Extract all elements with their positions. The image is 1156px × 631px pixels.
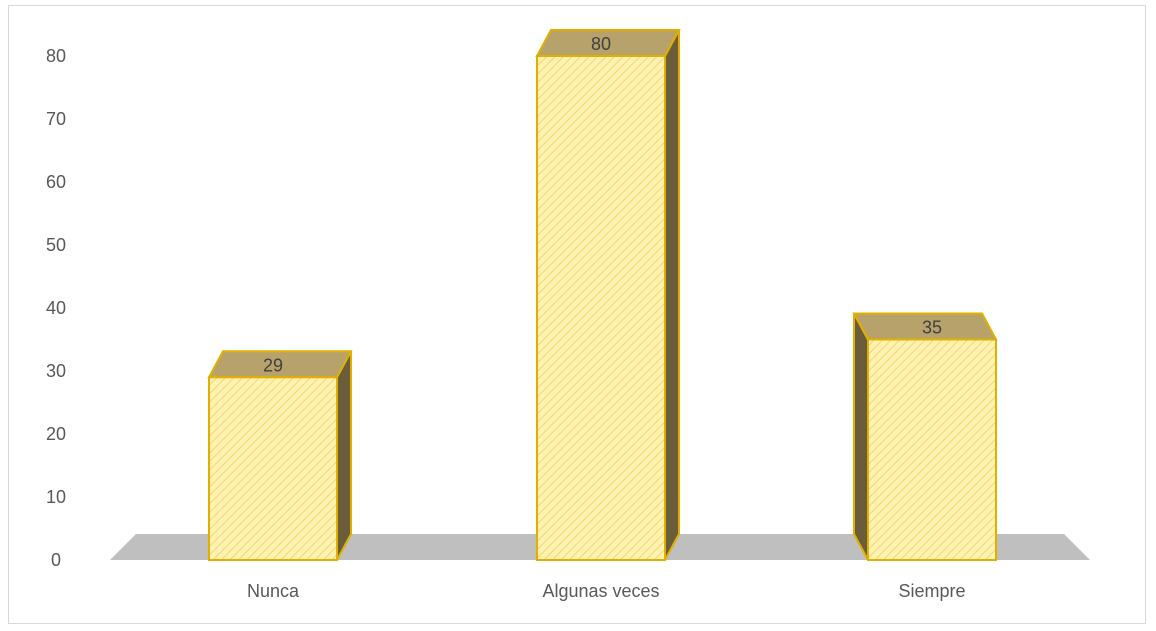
bar-side-face [664, 29, 680, 561]
y-tick-label: 50 [46, 235, 66, 255]
bar-side-face [336, 350, 352, 561]
bar-siempre: 35 [852, 312, 998, 561]
y-tick-label: 40 [46, 298, 66, 318]
bar-front-face [536, 55, 666, 561]
data-label: 29 [263, 355, 283, 375]
x-tick-label: Nunca [247, 581, 300, 601]
y-tick-label: 60 [46, 172, 66, 192]
data-label: 80 [591, 34, 611, 54]
y-tick-label: 20 [46, 424, 66, 444]
bar-algunas-veces: 80 [535, 29, 681, 561]
y-tick-label: 30 [46, 361, 66, 381]
bar-front-face [867, 338, 997, 561]
y-tick-label: 0 [51, 550, 61, 570]
y-axis-ticks: 0 10 20 30 40 50 60 70 80 [46, 46, 66, 570]
y-tick-label: 80 [46, 46, 66, 66]
data-label: 35 [922, 318, 942, 338]
bars: 29 80 35 [207, 29, 998, 561]
x-tick-label: Algunas veces [542, 581, 659, 601]
bar-side-face [853, 313, 869, 561]
x-axis-labels: Nunca Algunas veces Siempre [247, 581, 966, 601]
bar-nunca: 29 [207, 350, 353, 561]
y-tick-label: 10 [46, 487, 66, 507]
x-tick-label: Siempre [898, 581, 965, 601]
bar-front-face [208, 376, 338, 561]
y-tick-label: 70 [46, 109, 66, 129]
